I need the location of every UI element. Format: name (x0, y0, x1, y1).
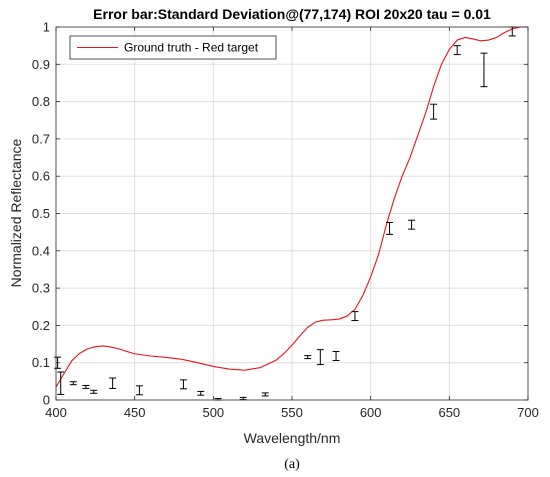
x-tick-labels: 400 450 500 550 600 650 700 (45, 405, 539, 420)
y-tick-label: 0.2 (32, 318, 50, 333)
error-bar (90, 389, 98, 394)
error-bar (304, 355, 312, 360)
legend: Ground truth - Red target (69, 35, 277, 60)
error-bar (197, 390, 205, 396)
y-tick-label: 0.6 (32, 169, 50, 184)
x-tick-label: 600 (360, 405, 382, 420)
error-bar (480, 52, 488, 88)
y-tick-label: 0.1 (32, 355, 50, 370)
error-bar (408, 219, 416, 230)
x-tick-label: 450 (124, 405, 146, 420)
ground-truth-line (55, 26, 528, 388)
grid (56, 27, 528, 400)
error-bar (316, 349, 324, 366)
legend-label-ground-truth: Ground truth - Red target (124, 41, 259, 55)
error-bar (57, 371, 65, 395)
y-tick-labels: 0 0.1 0.2 0.3 0.4 0.5 0.6 0.7 0.8 0.9 1 (32, 20, 50, 408)
error-bar (386, 221, 394, 235)
y-tick-label: 1 (43, 20, 50, 35)
error-bar (351, 311, 359, 322)
x-tick-label: 650 (438, 405, 460, 420)
error-bar (261, 392, 269, 397)
y-tick-label: 0.7 (32, 131, 50, 146)
error-bar (332, 351, 340, 361)
ticks (55, 26, 529, 401)
x-tick-label: 400 (45, 405, 67, 420)
x-axis-label: Wavelength/nm (244, 430, 341, 446)
error-bar (430, 103, 438, 120)
error-bar (179, 379, 187, 390)
x-tick-label: 550 (281, 405, 303, 420)
error-bar (82, 384, 90, 389)
error-bar (69, 381, 77, 386)
error-bar (135, 385, 143, 396)
y-tick-label: 0.4 (32, 243, 50, 258)
y-tick-label: 0.3 (32, 281, 50, 296)
error-bar (109, 377, 117, 389)
x-tick-label: 700 (517, 405, 539, 420)
chart-title: Error bar:Standard Deviation@(77,174) RO… (93, 6, 491, 22)
y-axis-label: Normalized Reflectance (8, 138, 24, 287)
y-tick-label: 0.5 (32, 206, 50, 221)
x-tick-label: 500 (202, 405, 224, 420)
y-tick-label: 0.8 (32, 94, 50, 109)
y-tick-label: 0 (43, 393, 50, 408)
legend-box (69, 35, 277, 60)
ground-truth-line-layer (55, 26, 528, 388)
y-tick-label: 0.9 (32, 57, 50, 72)
figure-caption: (a) (284, 457, 300, 472)
error-bar (453, 45, 461, 56)
